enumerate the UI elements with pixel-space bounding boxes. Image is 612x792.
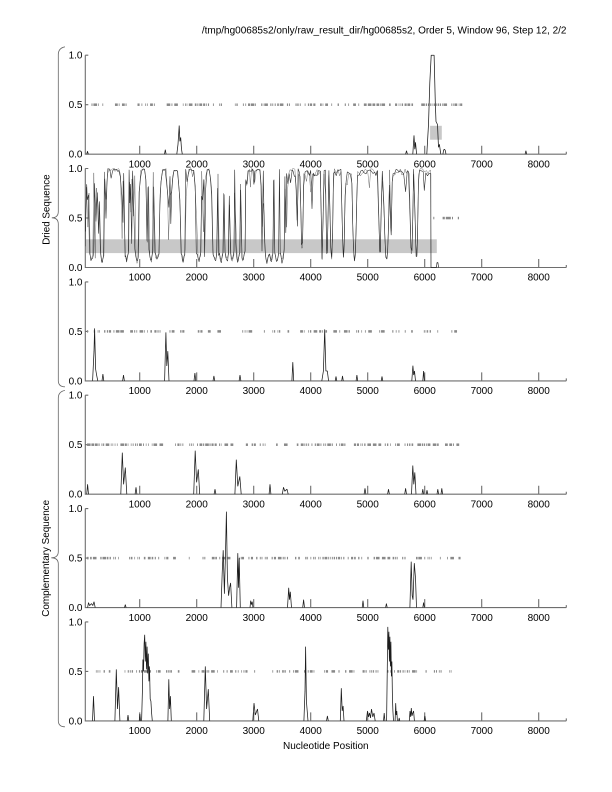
svg-text:0.5: 0.5 — [69, 100, 83, 111]
svg-text:2000: 2000 — [186, 159, 209, 170]
svg-text:8000: 8000 — [528, 386, 551, 397]
svg-text:6000: 6000 — [414, 499, 437, 510]
svg-text:0.0: 0.0 — [69, 376, 83, 387]
svg-text:4000: 4000 — [300, 613, 323, 624]
svg-text:6000: 6000 — [414, 273, 437, 284]
svg-text:7000: 7000 — [471, 613, 494, 624]
svg-text:0.5: 0.5 — [69, 440, 83, 451]
svg-text:1.0: 1.0 — [69, 51, 83, 62]
svg-text:4000: 4000 — [300, 499, 323, 510]
svg-text:3000: 3000 — [243, 386, 266, 397]
svg-text:8000: 8000 — [528, 499, 551, 510]
svg-text:1000: 1000 — [129, 499, 152, 510]
svg-text:Dried Sequence: Dried Sequence — [41, 174, 52, 245]
svg-text:1000: 1000 — [129, 613, 152, 624]
svg-text:0.0: 0.0 — [69, 603, 83, 614]
svg-text:0.0: 0.0 — [69, 716, 83, 727]
svg-text:2000: 2000 — [186, 273, 209, 284]
svg-text:1.0: 1.0 — [69, 391, 83, 402]
svg-text:7000: 7000 — [471, 386, 494, 397]
svg-text:4000: 4000 — [300, 273, 323, 284]
svg-text:4000: 4000 — [300, 159, 323, 170]
svg-text:0.5: 0.5 — [69, 554, 83, 565]
svg-text:0.0: 0.0 — [69, 263, 83, 274]
svg-text:0.0: 0.0 — [69, 150, 83, 161]
svg-text:4000: 4000 — [300, 386, 323, 397]
svg-text:1000: 1000 — [129, 386, 152, 397]
svg-text:7000: 7000 — [471, 273, 494, 284]
svg-text:1.0: 1.0 — [69, 504, 83, 515]
svg-text:4000: 4000 — [300, 726, 323, 737]
svg-text:1.0: 1.0 — [69, 164, 83, 175]
svg-text:8000: 8000 — [528, 273, 551, 284]
svg-text:3000: 3000 — [243, 159, 266, 170]
svg-text:0.5: 0.5 — [69, 327, 83, 338]
svg-text:3000: 3000 — [243, 499, 266, 510]
svg-text:3000: 3000 — [243, 273, 266, 284]
svg-text:/tmp/hg00685s2/only/raw_result: /tmp/hg00685s2/only/raw_result_dir/hg006… — [202, 26, 567, 37]
svg-text:Complementary Sequence: Complementary Sequence — [41, 499, 52, 616]
svg-text:0.5: 0.5 — [69, 214, 83, 225]
svg-text:3000: 3000 — [243, 726, 266, 737]
svg-text:6000: 6000 — [414, 159, 437, 170]
svg-text:7000: 7000 — [471, 159, 494, 170]
svg-text:2000: 2000 — [186, 613, 209, 624]
svg-text:1000: 1000 — [129, 726, 152, 737]
svg-text:1000: 1000 — [129, 273, 152, 284]
svg-text:3000: 3000 — [243, 613, 266, 624]
svg-text:1.0: 1.0 — [69, 277, 83, 288]
svg-text:8000: 8000 — [528, 613, 551, 624]
svg-text:Nucleotide Position: Nucleotide Position — [283, 741, 369, 752]
svg-text:7000: 7000 — [471, 726, 494, 737]
svg-text:2000: 2000 — [186, 499, 209, 510]
svg-text:8000: 8000 — [528, 159, 551, 170]
svg-text:5000: 5000 — [357, 159, 380, 170]
svg-text:2000: 2000 — [186, 386, 209, 397]
svg-text:1000: 1000 — [129, 159, 152, 170]
svg-text:5000: 5000 — [357, 273, 380, 284]
svg-text:5000: 5000 — [357, 613, 380, 624]
svg-text:5000: 5000 — [357, 726, 380, 737]
svg-text:5000: 5000 — [357, 499, 380, 510]
svg-text:1.0: 1.0 — [69, 617, 83, 628]
svg-text:5000: 5000 — [357, 386, 380, 397]
svg-text:0.0: 0.0 — [69, 490, 83, 501]
svg-text:2000: 2000 — [186, 726, 209, 737]
svg-text:7000: 7000 — [471, 499, 494, 510]
svg-text:6000: 6000 — [414, 386, 437, 397]
svg-text:0.5: 0.5 — [69, 667, 83, 678]
svg-text:6000: 6000 — [414, 726, 437, 737]
svg-text:8000: 8000 — [528, 726, 551, 737]
svg-text:6000: 6000 — [414, 613, 437, 624]
